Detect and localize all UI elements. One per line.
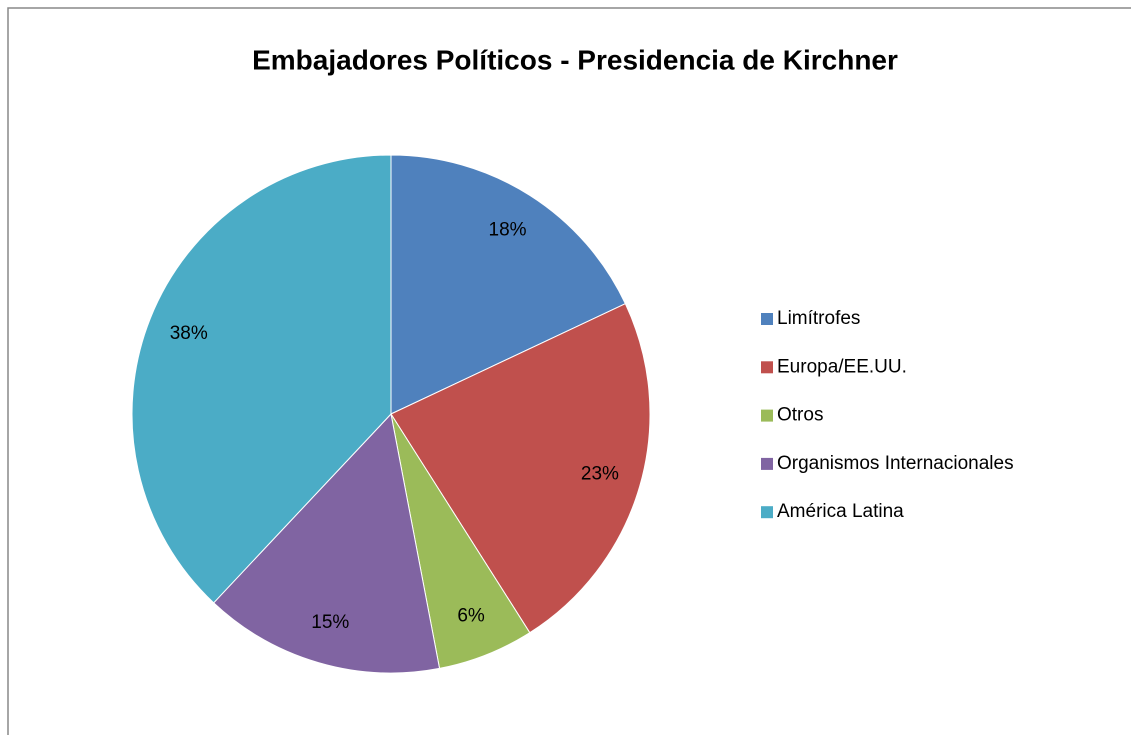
pie-slice — [131, 154, 392, 604]
legend-swatch — [761, 457, 773, 470]
pie-slice — [390, 154, 627, 415]
data-label: 23% — [581, 464, 619, 485]
legend-label: Otros — [777, 405, 823, 426]
legend-swatch — [761, 506, 773, 519]
data-label: 15% — [311, 612, 349, 633]
legend-swatch — [761, 313, 773, 325]
legend-label: Organismos Internacionales — [777, 453, 1014, 474]
legend-label: Europa/EE.UU. — [777, 356, 907, 377]
legend-swatch — [761, 361, 773, 374]
legend-label: Limítrofes — [777, 308, 860, 329]
data-label: 18% — [489, 219, 527, 240]
data-label: 38% — [170, 323, 208, 344]
pie-slice — [390, 303, 651, 634]
data-label: 6% — [457, 605, 485, 626]
legend-label: América Latina — [777, 501, 904, 522]
legend-swatch — [761, 409, 773, 422]
chart-title: Embajadores Políticos - Presidencia de K… — [252, 44, 898, 75]
pie-slice — [212, 412, 441, 674]
